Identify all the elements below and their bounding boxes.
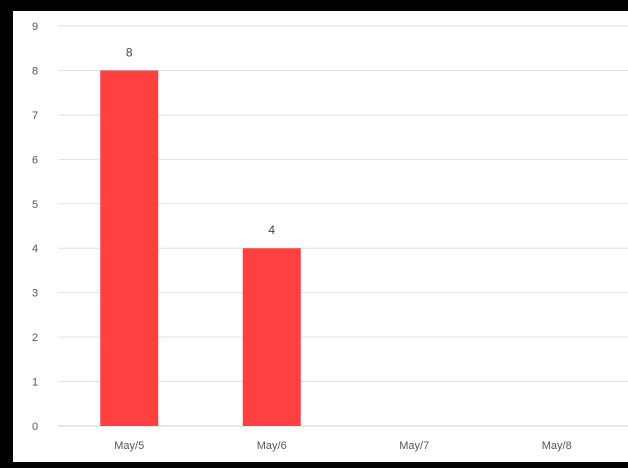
y-tick-label: 3	[32, 288, 38, 300]
y-tick-label: 4	[32, 243, 38, 255]
bar	[242, 248, 301, 426]
data-labels: 84	[126, 45, 276, 237]
y-tick-label: 1	[32, 377, 38, 389]
y-tick-label: 9	[32, 21, 38, 33]
y-tick-label: 6	[32, 154, 38, 166]
bar-value-label: 8	[126, 45, 133, 59]
y-tick-label: 2	[32, 332, 38, 344]
bar	[100, 70, 159, 426]
bar-value-label: 4	[268, 223, 275, 237]
x-axis-ticks: May/5 May/6 May/7 May/8	[114, 440, 571, 452]
bars	[100, 70, 301, 426]
x-tick-label: May/7	[399, 440, 429, 452]
x-tick-label: May/6	[257, 440, 287, 452]
y-tick-label: 0	[32, 421, 38, 433]
y-tick-label: 5	[32, 199, 38, 211]
y-axis-ticks: 0 1 2 3 4 5 6 7 8 9	[32, 21, 38, 433]
x-tick-label: May/8	[542, 440, 572, 452]
x-tick-label: May/5	[114, 440, 144, 452]
y-tick-label: 7	[32, 110, 38, 122]
y-tick-label: 8	[32, 65, 38, 77]
